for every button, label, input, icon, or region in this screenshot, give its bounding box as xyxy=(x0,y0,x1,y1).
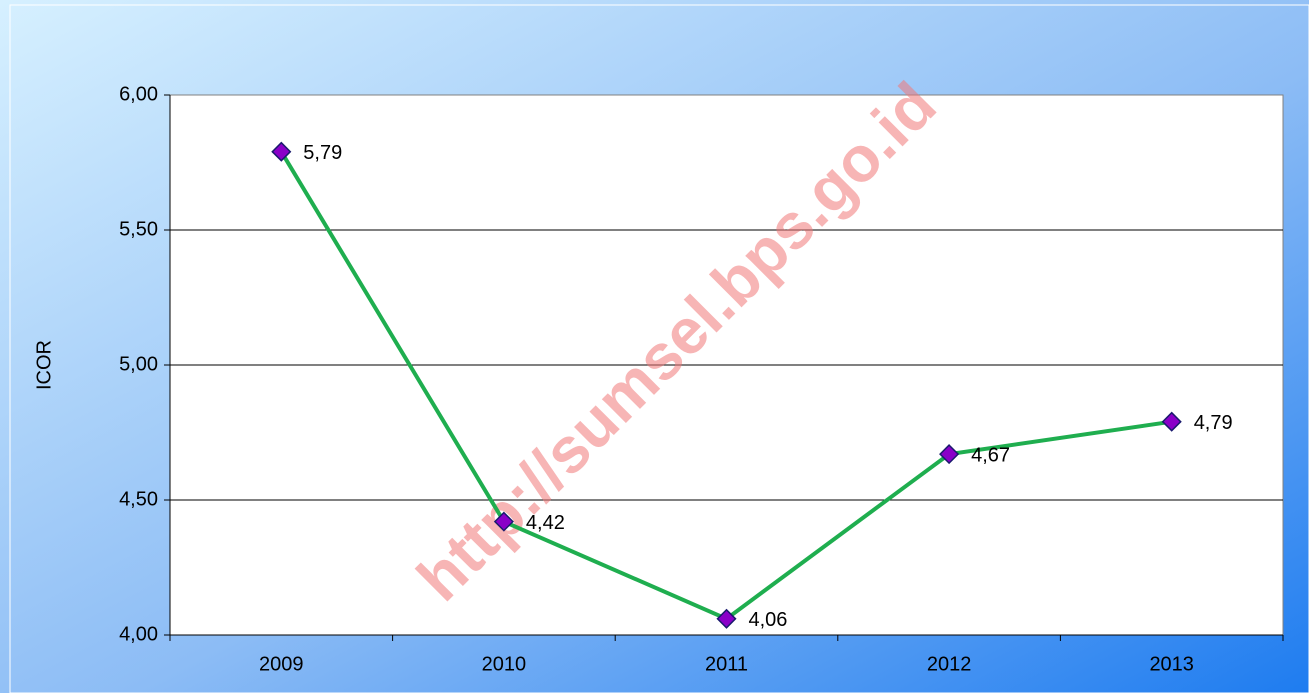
x-tick-label: 2012 xyxy=(927,653,972,675)
data-marker xyxy=(939,444,960,465)
data-marker xyxy=(493,511,514,532)
x-tick-label: 2011 xyxy=(705,653,748,675)
data-label: 4,06 xyxy=(749,609,788,631)
x-tick-label: 2010 xyxy=(482,653,527,675)
data-label: 4,79 xyxy=(1194,412,1233,434)
data-marker xyxy=(716,608,737,629)
data-label: 5,79 xyxy=(303,142,342,164)
chart-border xyxy=(9,4,1309,693)
y-tick-label: 6,00 xyxy=(119,83,158,105)
y-tick-label: 4,00 xyxy=(119,623,158,645)
y-tick-label: 4,50 xyxy=(119,488,158,510)
y-tick-label: 5,00 xyxy=(119,353,158,375)
y-tick-label: 5,50 xyxy=(119,218,158,240)
data-marker xyxy=(1161,411,1182,432)
x-tick-label: 2013 xyxy=(1149,653,1194,675)
data-label: 4,67 xyxy=(971,444,1010,466)
data-label: 4,42 xyxy=(526,512,565,534)
y-axis-label: ICOR xyxy=(33,340,55,390)
x-tick-label: 2009 xyxy=(259,653,304,675)
data-marker xyxy=(271,141,292,162)
